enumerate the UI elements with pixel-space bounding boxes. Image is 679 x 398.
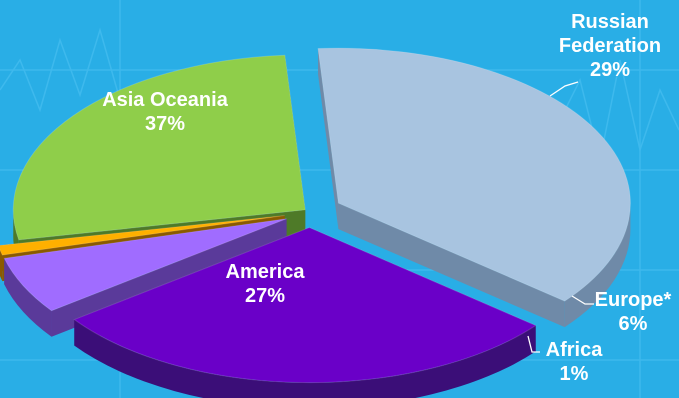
pie-slice-0 bbox=[317, 47, 631, 302]
pie-slice-side-1 bbox=[74, 319, 536, 398]
pie-slice-3 bbox=[0, 215, 285, 256]
leader-line-3 bbox=[527, 335, 540, 353]
slice-name-label-4-0: America bbox=[226, 261, 306, 283]
slice-label-0: Asia Oceania 37% bbox=[102, 89, 229, 135]
slice-name-label-3-0: Africa bbox=[546, 339, 604, 361]
slice-value-label-1: 29% bbox=[590, 59, 630, 81]
slice-value-label-4: 27% bbox=[245, 285, 285, 307]
slice-value-label-2: 6% bbox=[619, 313, 648, 335]
pie-slice-side-2 bbox=[4, 258, 52, 337]
slice-label-3: Africa 1% bbox=[546, 339, 604, 385]
leader-line-1 bbox=[549, 81, 579, 97]
pie-slice-4 bbox=[12, 54, 306, 241]
slice-name-label-0-0: Asia Oceania bbox=[102, 89, 229, 111]
slice-name-label-2-0: Europe* bbox=[595, 289, 672, 311]
slice-name-label-1-1: Federation bbox=[559, 35, 661, 57]
pie-slice-side-0 bbox=[564, 201, 631, 328]
slice-label-1: Russian Federation 29% bbox=[559, 11, 661, 81]
pie-slice-cut-face-0-0 bbox=[318, 48, 339, 230]
pie-slice-2 bbox=[3, 218, 287, 312]
slice-value-label-0: 37% bbox=[145, 113, 185, 135]
pie-slice-cut-face-0-1 bbox=[338, 203, 565, 328]
pie-slice-1 bbox=[73, 227, 537, 384]
slice-value-label-3: 1% bbox=[560, 363, 589, 385]
slice-name-label-1-0: Russian bbox=[571, 11, 649, 33]
slice-label-4: America 27% bbox=[226, 261, 306, 307]
pie-slice-side-3 bbox=[0, 250, 3, 282]
slice-label-2: Europe* 6% bbox=[595, 289, 672, 335]
leader-line-2 bbox=[571, 295, 594, 305]
